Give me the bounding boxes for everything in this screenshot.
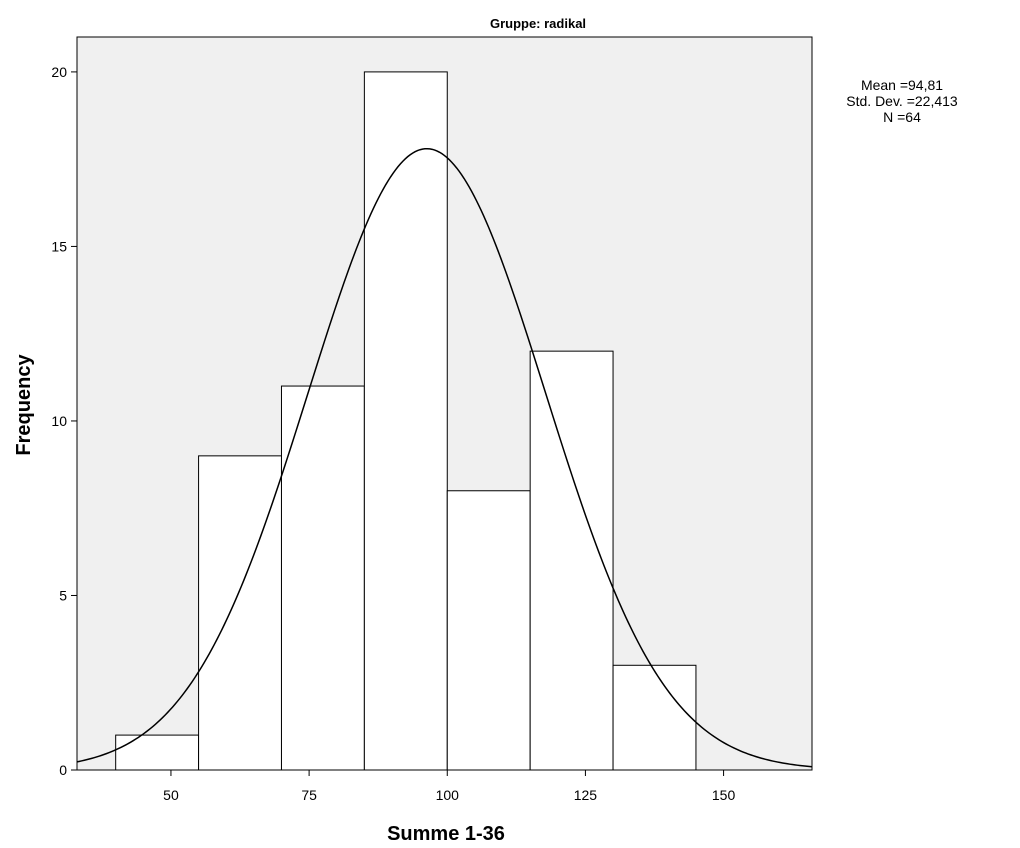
y-tick-label: 15 xyxy=(51,238,67,254)
stats-std-dev: Std. Dev. =22,413 xyxy=(846,93,958,109)
stats-mean: Mean =94,81 xyxy=(860,77,944,93)
x-tick-label: 50 xyxy=(163,787,179,803)
x-tick-label: 100 xyxy=(436,787,460,803)
stats-n: N =64 xyxy=(883,109,921,125)
y-axis: 0 5 10 15 20 xyxy=(51,64,77,778)
stats-box: Mean =94,81 Std. Dev. =22,413 N =64 xyxy=(822,77,982,125)
y-axis-label: Frequency xyxy=(13,354,35,456)
bars-group xyxy=(115,71,697,771)
histogram-bar xyxy=(446,490,531,771)
y-tick-label: 20 xyxy=(51,64,67,80)
normal-curve xyxy=(76,147,813,768)
x-axis-label: Summe 1-36 xyxy=(387,823,505,845)
y-tick-label: 0 xyxy=(59,762,67,778)
y-tick-label: 10 xyxy=(51,413,67,429)
x-tick-label: 150 xyxy=(712,787,736,803)
x-axis: 50 75 100 125 150 xyxy=(163,770,735,803)
histogram-bar xyxy=(612,664,697,771)
histogram-bar xyxy=(115,734,200,771)
histogram-bar xyxy=(529,350,614,771)
histogram-bar xyxy=(363,71,448,771)
y-tick-label: 5 xyxy=(59,587,67,603)
histogram-bar xyxy=(198,455,282,771)
x-tick-label: 125 xyxy=(574,787,598,803)
histogram-bar xyxy=(280,385,365,771)
x-tick-label: 75 xyxy=(301,787,317,803)
chart-title: Gruppe: radikal xyxy=(490,16,586,31)
